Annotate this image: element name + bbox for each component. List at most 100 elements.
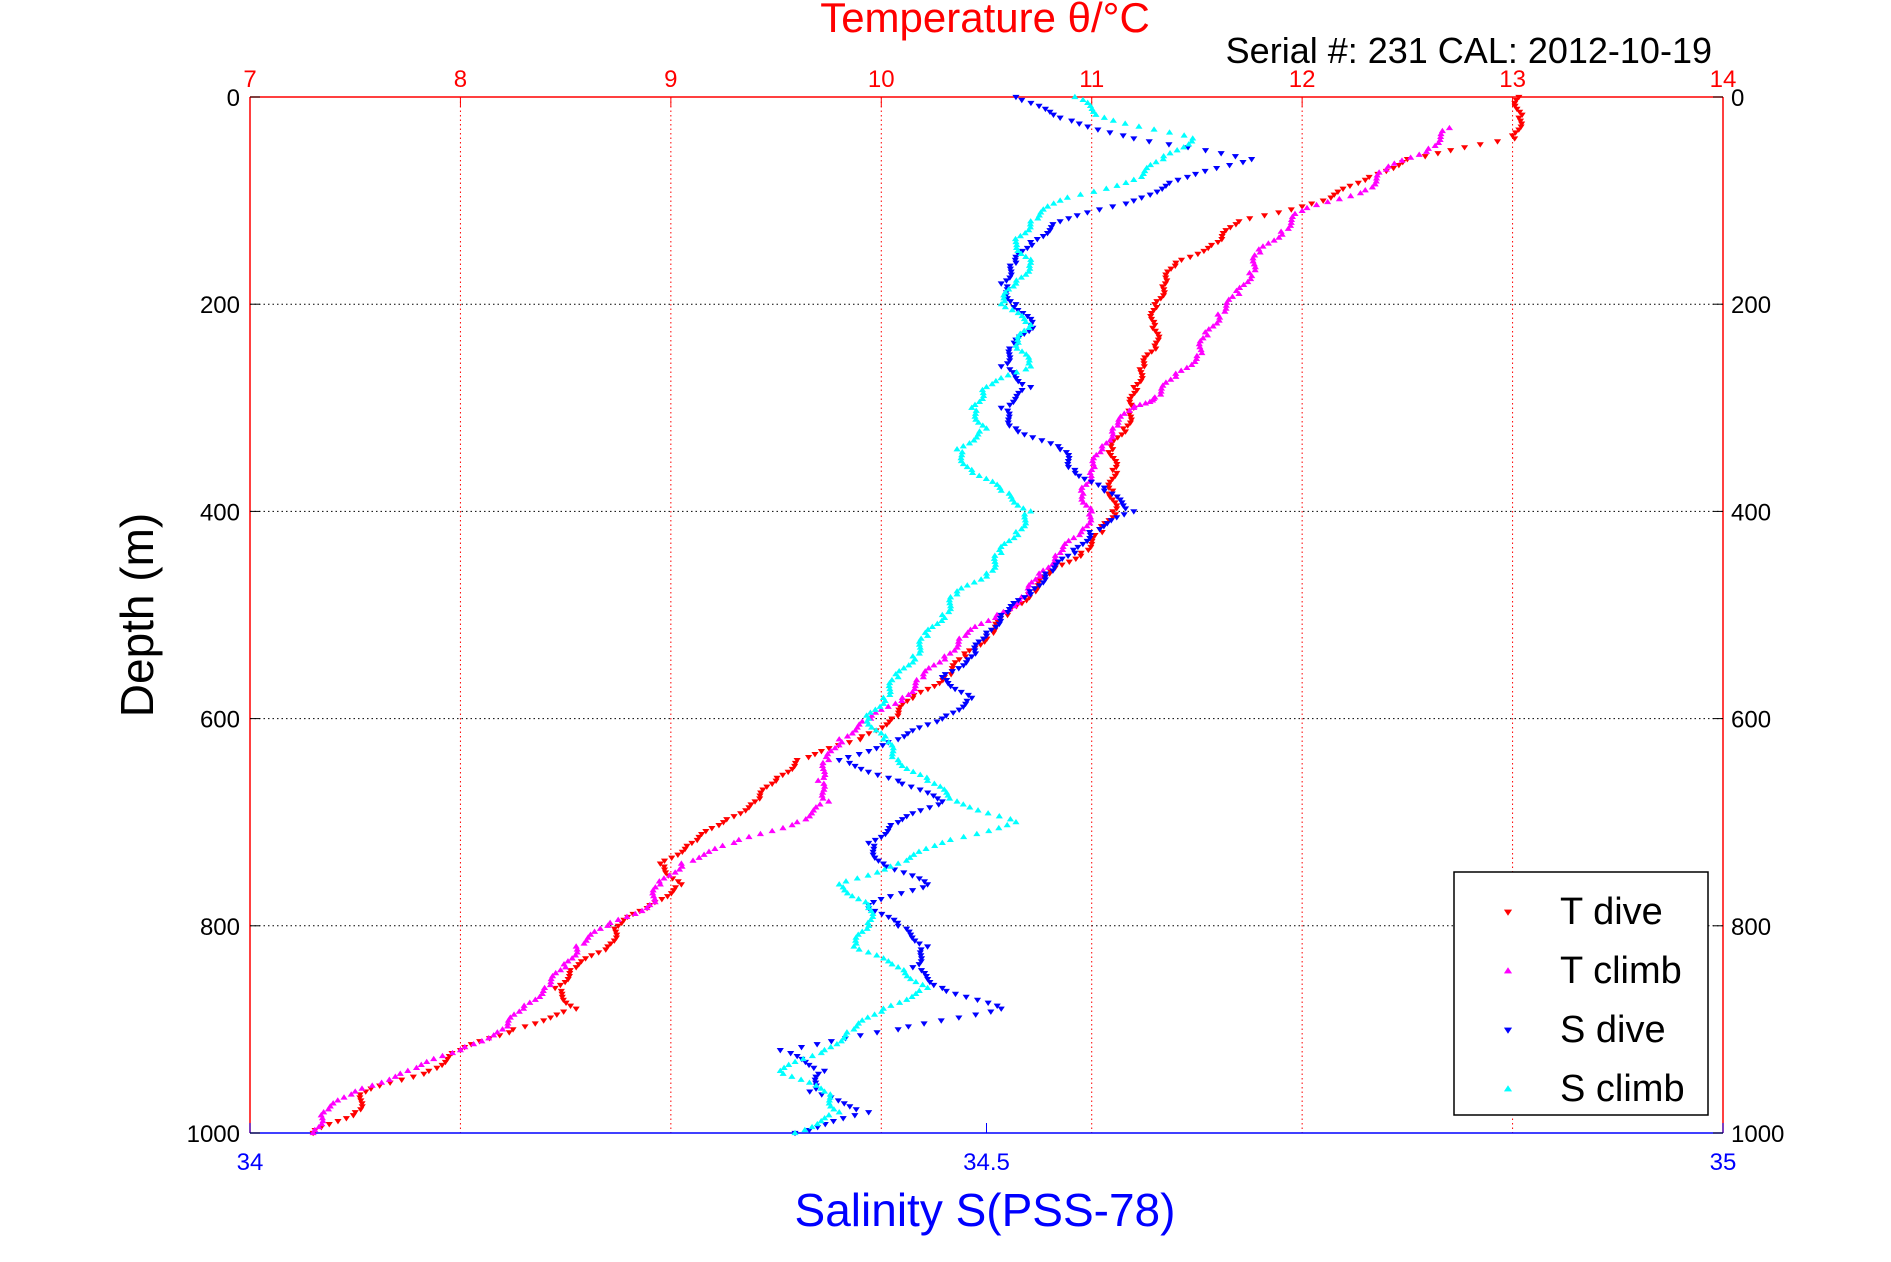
data-point <box>1014 429 1022 435</box>
data-point <box>938 611 946 618</box>
data-point <box>1327 195 1335 201</box>
data-point <box>572 965 580 971</box>
data-point <box>1113 494 1121 500</box>
data-point <box>888 716 896 722</box>
data-point <box>784 769 792 776</box>
data-point <box>1119 503 1127 509</box>
data-point <box>1005 537 1013 544</box>
data-point <box>385 1076 393 1082</box>
data-point <box>391 1073 399 1079</box>
data-point <box>747 802 755 808</box>
data-point <box>620 917 628 924</box>
data-point <box>566 968 574 974</box>
data-point <box>1188 138 1196 144</box>
data-point <box>553 1012 561 1018</box>
salinity-tick-label: 35 <box>1710 1149 1737 1176</box>
data-point <box>1154 337 1162 343</box>
data-point <box>445 1053 453 1060</box>
data-point <box>1006 358 1014 364</box>
data-point <box>808 1052 816 1059</box>
data-point <box>924 984 932 991</box>
data-point <box>683 843 691 850</box>
data-point <box>556 966 565 973</box>
data-point <box>1476 142 1484 148</box>
data-point <box>1137 379 1145 385</box>
data-point <box>1106 494 1114 500</box>
depth-tick-label-right: 800 <box>1731 914 1771 941</box>
data-point <box>1162 275 1170 281</box>
data-point <box>957 585 965 591</box>
data-point <box>1056 549 1064 555</box>
data-point <box>362 1089 370 1095</box>
data-point <box>1185 141 1193 147</box>
data-point <box>1039 234 1047 240</box>
data-point <box>1119 133 1127 139</box>
data-point <box>891 700 900 706</box>
data-point <box>970 437 978 443</box>
data-point <box>968 469 977 476</box>
data-point <box>848 892 856 899</box>
data-point <box>982 633 991 639</box>
depth-tick-label-left: 0 <box>227 85 240 112</box>
data-point <box>1059 546 1067 552</box>
data-point <box>1356 189 1365 196</box>
data-point <box>920 879 929 885</box>
data-point <box>1022 253 1030 259</box>
salinity-tick-label: 34.5 <box>963 1149 1010 1176</box>
data-point <box>651 898 659 905</box>
data-point <box>1084 547 1092 554</box>
data-point <box>802 815 810 822</box>
data-point <box>1121 506 1130 512</box>
data-point <box>963 698 971 705</box>
data-point <box>1047 441 1055 447</box>
data-point <box>909 768 917 774</box>
data-point <box>675 866 684 872</box>
data-point <box>730 839 738 846</box>
data-point <box>564 958 572 964</box>
data-point <box>866 709 874 715</box>
data-point <box>1172 373 1180 379</box>
data-point <box>582 937 590 943</box>
data-point <box>1072 556 1080 563</box>
data-point <box>613 932 621 938</box>
data-point <box>1264 240 1272 246</box>
data-point <box>646 901 654 908</box>
data-point <box>1083 538 1091 545</box>
data-point <box>490 1032 498 1038</box>
data-point <box>788 1073 796 1079</box>
data-point <box>997 281 1005 287</box>
data-point <box>1422 148 1431 154</box>
data-point <box>663 894 672 900</box>
data-point <box>917 959 925 965</box>
data-point <box>660 864 668 870</box>
data-point <box>768 827 776 834</box>
data-point <box>378 1079 386 1085</box>
data-point <box>1010 499 1018 505</box>
temperature-tick-label: 11 <box>1079 66 1104 93</box>
data-point <box>577 959 585 965</box>
data-point <box>357 1098 365 1104</box>
data-point <box>1222 228 1230 234</box>
data-point <box>1006 367 1014 373</box>
data-point <box>1006 275 1014 281</box>
data-point <box>1027 508 1035 514</box>
data-point <box>715 823 723 829</box>
data-point <box>896 704 904 711</box>
data-point <box>1075 473 1083 480</box>
data-point <box>975 639 983 645</box>
data-point <box>915 962 923 968</box>
data-point <box>1082 502 1090 508</box>
data-point <box>983 573 991 579</box>
data-point <box>711 845 719 851</box>
data-point <box>658 897 666 903</box>
data-point <box>839 1116 847 1122</box>
data-point <box>1511 100 1519 107</box>
data-point <box>1065 453 1073 459</box>
data-point <box>1018 387 1026 394</box>
data-point <box>1275 210 1283 216</box>
data-point <box>894 963 902 970</box>
data-point <box>929 793 938 799</box>
data-point <box>334 1119 342 1125</box>
data-point <box>1088 508 1096 514</box>
data-point <box>905 929 913 935</box>
